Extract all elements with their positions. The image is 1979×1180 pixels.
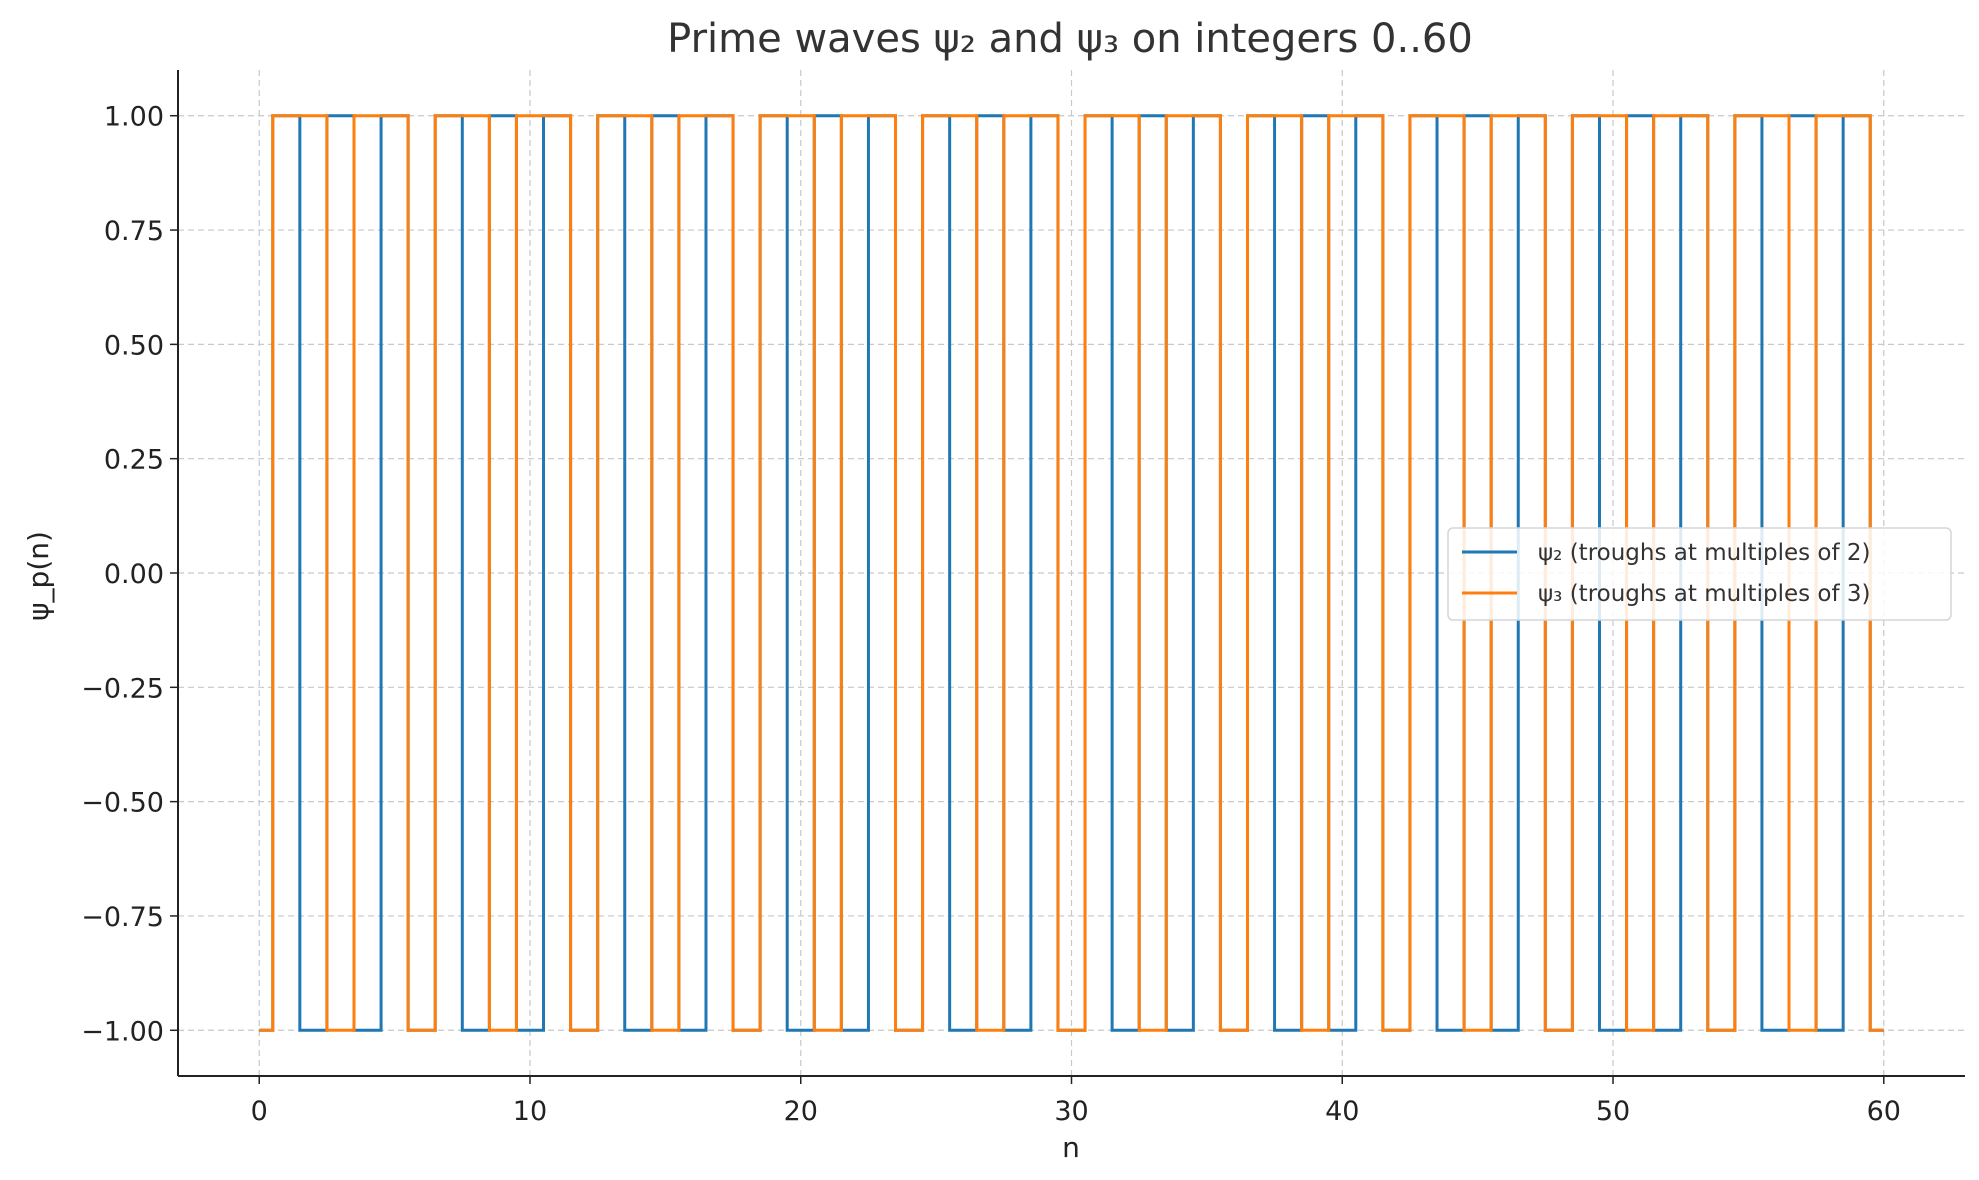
- legend: ψ₂ (troughs at multiples of 2) ψ₃ (troug…: [1447, 527, 1952, 621]
- legend-label-psi2: ψ₂ (troughs at multiples of 2): [1538, 540, 1871, 566]
- y-tick-label: 0.25: [104, 445, 164, 476]
- x-tick-label: 10: [513, 1096, 547, 1127]
- chart-title: Prime waves ψ₂ and ψ₃ on integers 0..60: [667, 16, 1473, 62]
- y-tick-label: 0.75: [104, 216, 164, 247]
- y-tick-label: −1.00: [81, 1016, 164, 1047]
- plot-series: [259, 114, 1884, 1032]
- x-tick-label: 40: [1325, 1096, 1359, 1127]
- x-ticks: 0 10 20 30 40 50 60: [251, 1076, 1901, 1127]
- y-tick-label: 0.50: [104, 330, 164, 361]
- x-tick-label: 20: [784, 1096, 818, 1127]
- y-tick-label: −0.25: [81, 673, 164, 704]
- x-axis-label: n: [1062, 1131, 1080, 1164]
- x-tick-label: 50: [1596, 1096, 1630, 1127]
- y-tick-label: 1.00: [104, 102, 164, 133]
- legend-box: [1447, 527, 1952, 621]
- series-line-psi3: [259, 114, 1884, 1032]
- y-axis-label: ψ_p(n): [22, 531, 55, 621]
- y-tick-label: 0.00: [104, 559, 164, 590]
- x-tick-label: 30: [1054, 1096, 1088, 1127]
- y-tick-label: −0.50: [81, 788, 164, 819]
- x-tick-label: 0: [251, 1096, 268, 1127]
- y-tick-label: −0.75: [81, 902, 164, 933]
- y-ticks: 1.00 0.75 0.50 0.25 0.00 −0.25 −0.50 −0.75 −1.00: [81, 102, 178, 1047]
- x-tick-label: 60: [1867, 1096, 1901, 1127]
- legend-label-psi3: ψ₃ (troughs at multiples of 3): [1538, 581, 1871, 607]
